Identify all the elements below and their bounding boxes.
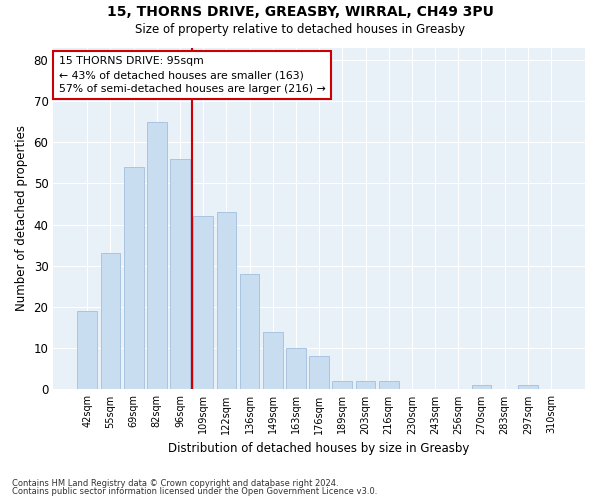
Bar — [263, 332, 283, 390]
Bar — [332, 381, 352, 390]
Bar — [240, 274, 259, 390]
Bar — [286, 348, 306, 390]
Text: Size of property relative to detached houses in Greasby: Size of property relative to detached ho… — [135, 22, 465, 36]
Bar — [379, 381, 398, 390]
Bar — [170, 158, 190, 390]
Bar — [101, 254, 121, 390]
Bar — [356, 381, 376, 390]
Bar — [518, 386, 538, 390]
Bar — [193, 216, 213, 390]
Text: Contains public sector information licensed under the Open Government Licence v3: Contains public sector information licen… — [12, 487, 377, 496]
Bar — [217, 212, 236, 390]
Bar — [309, 356, 329, 390]
Bar — [77, 311, 97, 390]
Text: Contains HM Land Registry data © Crown copyright and database right 2024.: Contains HM Land Registry data © Crown c… — [12, 478, 338, 488]
Text: 15 THORNS DRIVE: 95sqm
← 43% of detached houses are smaller (163)
57% of semi-de: 15 THORNS DRIVE: 95sqm ← 43% of detached… — [59, 56, 325, 94]
Bar — [147, 122, 167, 390]
X-axis label: Distribution of detached houses by size in Greasby: Distribution of detached houses by size … — [169, 442, 470, 455]
Text: 15, THORNS DRIVE, GREASBY, WIRRAL, CH49 3PU: 15, THORNS DRIVE, GREASBY, WIRRAL, CH49 … — [107, 5, 493, 19]
Bar — [124, 167, 143, 390]
Y-axis label: Number of detached properties: Number of detached properties — [15, 126, 28, 312]
Bar — [472, 386, 491, 390]
